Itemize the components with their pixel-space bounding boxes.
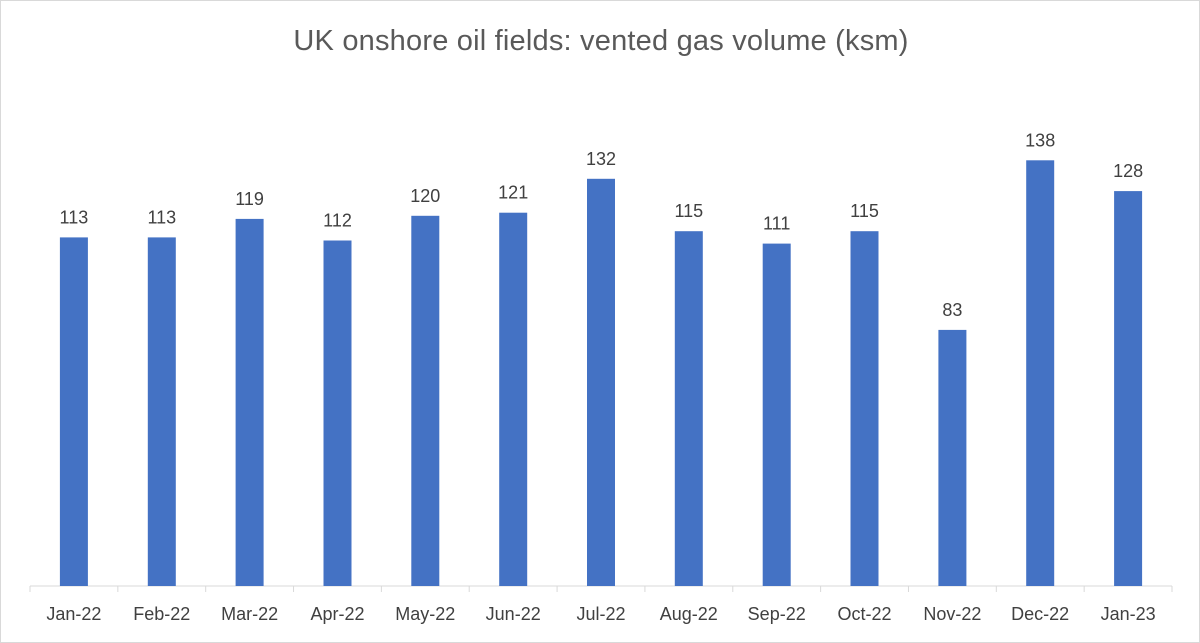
x-tick-label-jul-22: Jul-22 [576,604,625,624]
x-tick-label-jan-23: Jan-23 [1101,604,1156,624]
bar-sep-22 [762,243,791,586]
data-label-oct-22: 115 [850,201,879,221]
data-label-jan-23: 128 [1113,161,1143,181]
x-tick-label-mar-22: Mar-22 [221,604,278,624]
bar-apr-22 [323,240,352,586]
chart-title: UK onshore oil fields: vented gas volume… [293,25,909,57]
bar-may-22 [411,215,440,587]
bar-oct-22 [850,231,879,586]
x-tick-label-may-22: May-22 [395,604,455,624]
data-label-apr-22: 112 [323,211,352,231]
bar-aug-22 [674,231,703,586]
data-label-mar-22: 119 [235,189,264,209]
x-tick-label-nov-22: Nov-22 [923,604,981,624]
data-label-may-22: 120 [410,186,440,206]
data-label-jun-22: 121 [498,183,528,203]
bar-jan-22 [59,237,88,586]
bar-feb-22 [147,237,176,586]
bar-jul-22 [587,178,615,587]
bar-dec-22 [1026,160,1055,587]
data-label-nov-22: 83 [942,300,962,320]
x-tick-label-oct-22: Oct-22 [837,604,891,624]
data-label-dec-22: 138 [1025,130,1055,150]
data-label-sep-22: 111 [763,214,790,234]
x-tick-label-dec-22: Dec-22 [1011,604,1069,624]
bar-mar-22 [235,218,264,586]
bar-nov-22 [938,329,967,586]
x-tick-label-jan-22: Jan-22 [46,604,101,624]
x-tick-label-sep-22: Sep-22 [748,604,806,624]
data-label-aug-22: 115 [674,201,703,221]
bar-jan-23 [1114,191,1143,586]
x-tick-label-jun-22: Jun-22 [486,604,541,624]
bar-jun-22 [499,212,528,586]
data-label-feb-22: 113 [147,207,176,227]
x-tick-label-aug-22: Aug-22 [660,604,718,624]
data-label-jul-22: 132 [586,149,616,169]
x-tick-label-apr-22: Apr-22 [310,604,364,624]
data-label-jan-22: 113 [60,207,89,227]
x-tick-label-feb-22: Feb-22 [133,604,190,624]
